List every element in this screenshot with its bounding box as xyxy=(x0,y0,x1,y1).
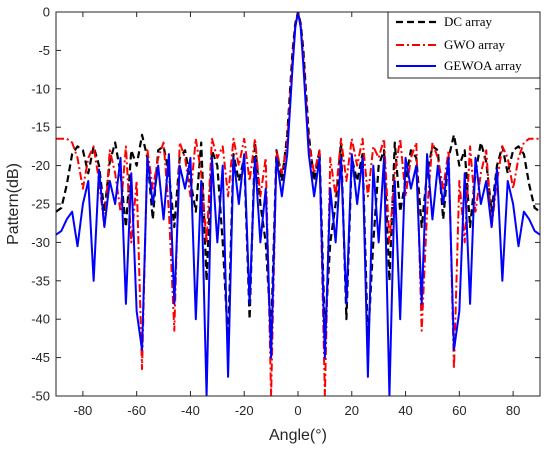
x-tick-label: -60 xyxy=(127,403,146,418)
y-axis-title: Pattern(dB) xyxy=(5,163,22,245)
y-tick-label: 0 xyxy=(43,5,50,20)
x-tick-label: -20 xyxy=(235,403,254,418)
y-tick-label: -30 xyxy=(31,235,50,250)
y-tick-label: -25 xyxy=(31,197,50,212)
y-tick-label: -45 xyxy=(31,350,50,365)
legend-label-dc: DC array xyxy=(444,14,493,29)
y-tick-label: -5 xyxy=(38,43,50,58)
x-tick-label: 40 xyxy=(398,403,412,418)
series-line-gwo-array xyxy=(56,12,540,396)
series-line-dc-array xyxy=(56,12,540,344)
y-tick-label: -20 xyxy=(31,158,50,173)
x-tick-label: -80 xyxy=(73,403,92,418)
series-line-gewoa-array xyxy=(56,12,540,396)
y-tick-label: -15 xyxy=(31,120,50,135)
x-tick-label: 60 xyxy=(452,403,466,418)
y-tick-label: -35 xyxy=(31,273,50,288)
legend: DC array GWO array GEWOA array xyxy=(387,11,541,79)
y-tick-label: -10 xyxy=(31,81,50,96)
y-tick-label: -40 xyxy=(31,312,50,327)
x-tick-label: 20 xyxy=(345,403,359,418)
legend-label-gwo: GWO array xyxy=(444,37,505,52)
x-tick-label: 80 xyxy=(506,403,520,418)
x-axis-title: Angle(°) xyxy=(269,427,327,444)
y-tick-label: -50 xyxy=(31,389,50,404)
x-tick-label: 0 xyxy=(294,403,301,418)
x-tick-label: -40 xyxy=(181,403,200,418)
legend-label-gewoa: GEWOA array xyxy=(444,58,522,73)
